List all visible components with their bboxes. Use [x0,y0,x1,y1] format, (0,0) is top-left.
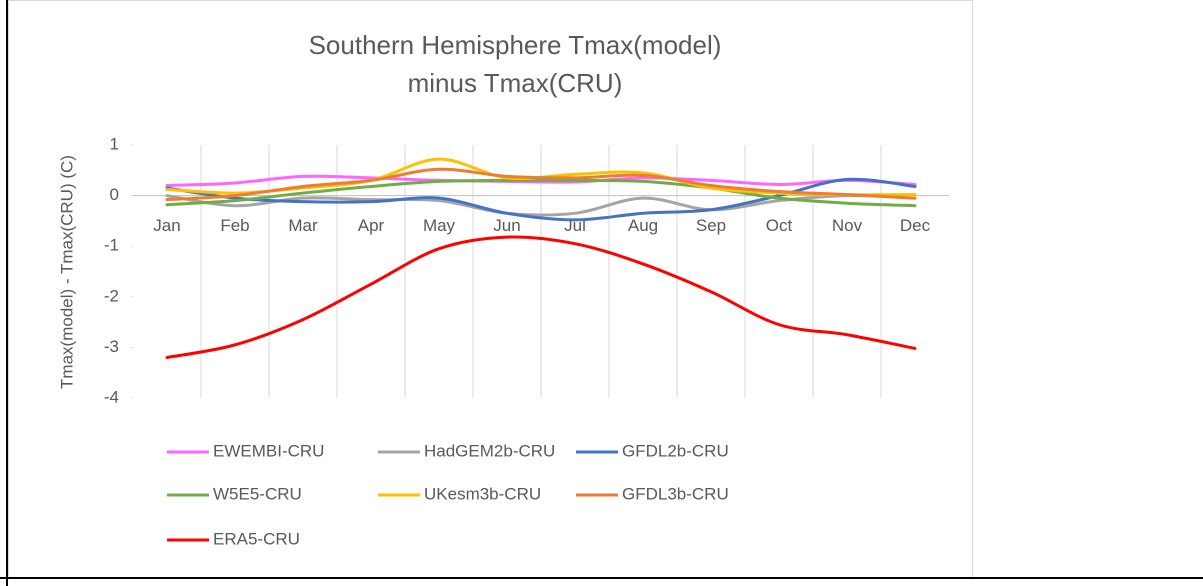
y-tick-label: 1 [110,134,119,153]
x-tick-label: Aug [628,216,658,235]
y-tick-label: -3 [104,337,119,356]
y-tick-label: -2 [104,286,119,305]
legend-label: EWEMBI-CRU [213,441,324,460]
legend-label: HadGEM2b-CRU [424,441,555,460]
legend-label: W5E5-CRU [213,484,302,503]
legend-label: UKesm3b-CRU [424,484,541,503]
x-tick-label: Sep [696,216,726,235]
legend-label: GFDL3b-CRU [622,484,729,503]
y-axis-label: Tmax(model) - Tmax(CRU) (C) [57,155,76,389]
legend-label: ERA5-CRU [213,529,300,548]
x-tick-label: Jan [153,216,180,235]
chart-border [8,0,973,578]
series-line [165,235,917,360]
y-tick-label: 0 [110,185,119,204]
x-tick-label: Nov [832,216,863,235]
series-line [165,178,917,208]
x-tick-label: Mar [288,216,318,235]
y-tick-label: -1 [104,236,119,255]
y-tick-label: -4 [104,387,119,406]
series-line [165,167,917,202]
chart-title: Southern Hemisphere Tmax(model) minus Tm… [308,30,722,98]
x-tick-label: Dec [900,216,931,235]
x-tick-label: Apr [358,216,385,235]
legend-label: GFDL2b-CRU [622,441,729,460]
x-tick-label: Feb [220,216,249,235]
x-tick-label: Jun [493,216,520,235]
x-tick-label: May [423,216,456,235]
x-tick-label: Oct [766,216,793,235]
series-line [165,174,917,187]
